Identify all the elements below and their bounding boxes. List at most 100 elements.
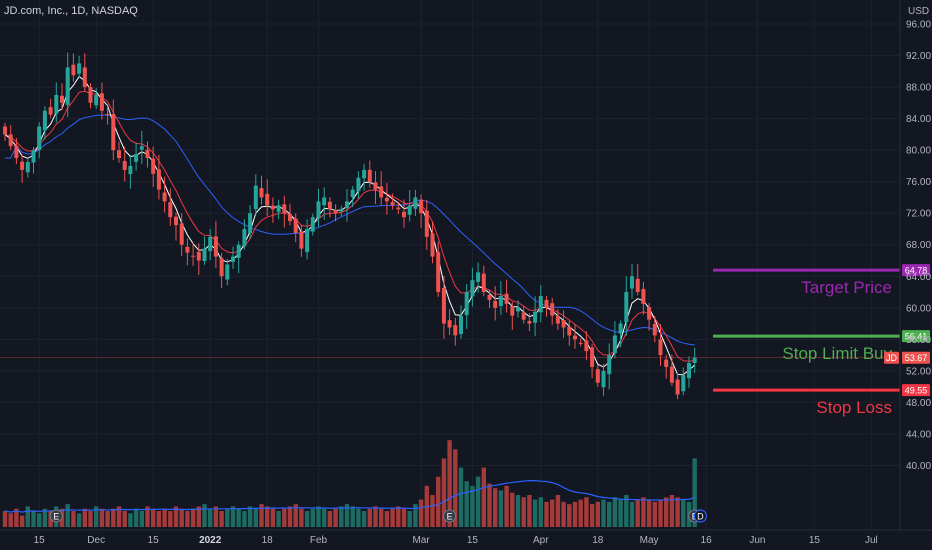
level-price-badge [902, 264, 930, 277]
time-tick-label: Mar [412, 535, 430, 546]
candle-body [185, 246, 190, 253]
price-tick-label: 76.00 [906, 177, 931, 188]
candle-body [236, 244, 241, 258]
candle-body [692, 357, 697, 364]
volume-bar [396, 506, 401, 527]
time-tick-label: 18 [262, 535, 274, 546]
candle-body [265, 193, 270, 206]
volume-bar [532, 499, 538, 527]
time-tick-label: 16 [701, 535, 713, 546]
volume-bar [293, 504, 298, 527]
level-price-text: 49.55 [905, 386, 928, 396]
candles [3, 52, 697, 400]
candle-body [419, 199, 424, 214]
earnings-marker-text: E [53, 512, 59, 522]
volume-bar [635, 499, 640, 527]
volume-bar [481, 467, 486, 527]
price-tick-label: 80.00 [906, 146, 931, 157]
price-axis[interactable]: 96.00 92.00 88.00 84.00 80.00 76.00 72.00 68.00… [906, 20, 931, 472]
candle-body [350, 189, 355, 198]
candle-body [510, 306, 515, 316]
candle-body [367, 169, 372, 182]
volume-bar [658, 499, 663, 527]
volume-bar [458, 467, 464, 527]
volume-bar [151, 508, 156, 527]
volume-bar [339, 506, 344, 527]
candle-body [8, 134, 13, 147]
volume-bar [122, 511, 127, 527]
candle-body [282, 204, 287, 214]
volume-bar [584, 497, 589, 527]
candle-body [162, 192, 167, 202]
candle-body [322, 197, 327, 206]
volume-bar [618, 499, 623, 527]
candle-body [174, 216, 178, 226]
volume-bar [230, 506, 236, 527]
volume-bar [441, 458, 447, 527]
candle-body [538, 295, 543, 313]
volume-bar [247, 506, 253, 527]
price-tick-label: 56.00 [906, 335, 931, 346]
volume-bar [407, 511, 412, 527]
last-price-text: 53.67 [905, 353, 928, 363]
candle-body [25, 161, 30, 173]
volume-bar [493, 488, 498, 527]
volume-bar [71, 511, 76, 527]
level-label: Stop Loss [816, 398, 892, 417]
candle-body [293, 218, 298, 233]
candle-body [339, 209, 344, 212]
candle-body [601, 370, 606, 388]
dividend-marker [693, 509, 708, 523]
volume-ma-line [4, 480, 695, 513]
candle-body [407, 205, 412, 215]
time-axis[interactable]: 15 Dec 15 2022 18 Feb Mar 15 Apr 18 May 16 Jun 15 Jul [34, 535, 878, 546]
volume-bar [2, 511, 8, 527]
candle-body [584, 340, 589, 352]
volume-bar [282, 508, 287, 527]
candle-body [253, 185, 258, 210]
candle-body [242, 228, 247, 247]
candle-body [373, 182, 378, 190]
candle-body [687, 362, 691, 379]
volume-bar [447, 440, 452, 527]
candle-body [231, 256, 235, 262]
volume-bar [208, 508, 213, 527]
sma-line [5, 114, 695, 346]
candle-body [77, 63, 82, 74]
volume-bar [390, 508, 395, 527]
volume-bar [99, 508, 105, 527]
candle-body [134, 154, 139, 162]
candle-body [3, 126, 7, 135]
level-price-text: 64.78 [905, 266, 928, 276]
candle-body [561, 320, 566, 328]
candle-body [305, 228, 310, 253]
candle-body [356, 177, 361, 192]
candle-body [487, 294, 492, 300]
volume-bar [641, 497, 646, 527]
candle-body [248, 213, 253, 233]
candle-body [527, 320, 532, 324]
candle-body [595, 369, 600, 383]
volume-bar [333, 508, 338, 527]
price-tick-label: 68.00 [906, 240, 931, 251]
volume-bar [401, 508, 407, 527]
volume-bar [567, 504, 572, 527]
candle-body [590, 347, 595, 367]
candle-body [202, 248, 207, 262]
candle-body [493, 300, 498, 308]
volume-bar [219, 511, 224, 527]
price-levels: Target Price 64.78 Stop Limit Buy 56.41 Stop… [0, 264, 930, 417]
earnings-marker [49, 509, 63, 523]
volume-bar [162, 508, 167, 527]
candle-body [504, 293, 509, 304]
time-tick-label: 15 [148, 535, 160, 546]
candle-body [99, 93, 104, 111]
candle-body [145, 149, 150, 159]
earnings-marker-text: E [447, 512, 453, 522]
volume-bar [510, 492, 515, 527]
candle-body [208, 236, 213, 252]
volume-bar [515, 495, 521, 527]
volume-bar [259, 504, 264, 527]
volume-bar [453, 449, 458, 527]
